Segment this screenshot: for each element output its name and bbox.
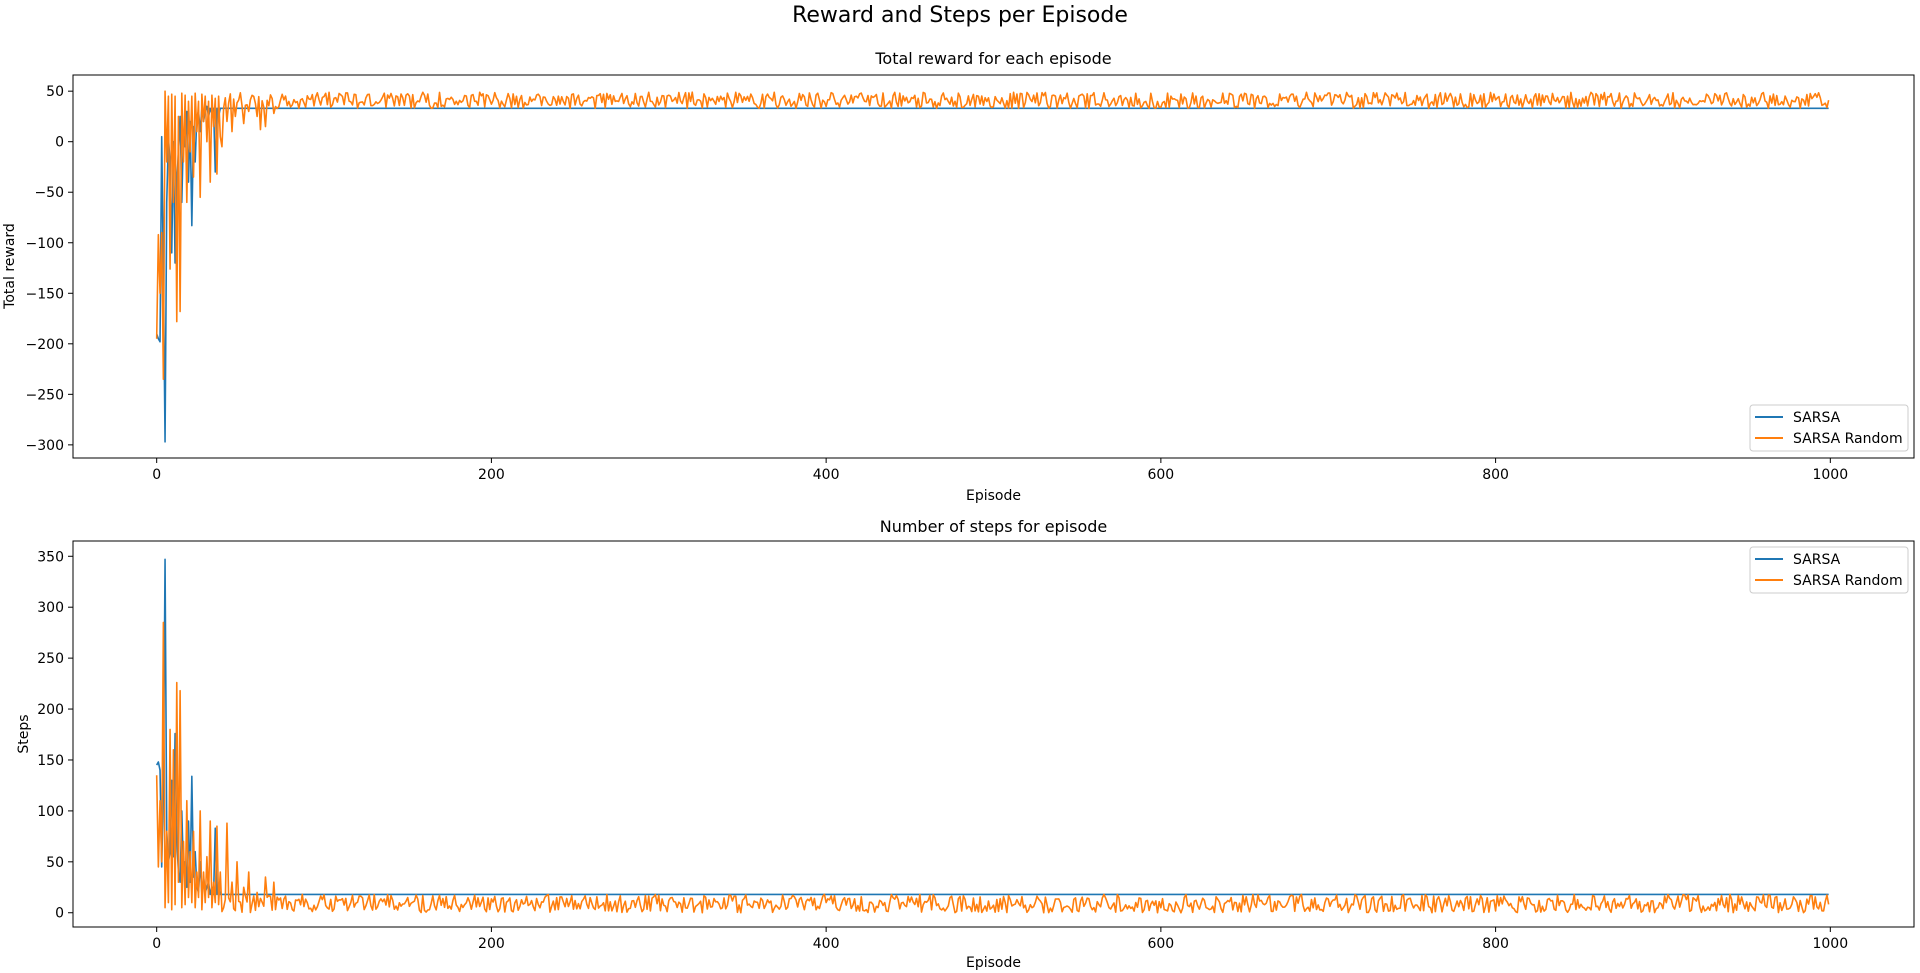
reward-x-axis-label: Episode — [966, 488, 1021, 504]
steps-y-tick-label: 250 — [37, 651, 64, 667]
steps-legend: SARSA SARSA Random — [1750, 547, 1908, 593]
steps-chart-title: Number of steps for episode — [880, 517, 1108, 536]
steps-y-tick-label: 350 — [37, 549, 64, 565]
reward-legend: SARSA SARSA Random — [1750, 405, 1908, 451]
reward-x-tick-label: 200 — [478, 467, 505, 483]
reward-legend-sarsa-random-label: SARSA Random — [1793, 431, 1903, 447]
reward-x-tick-label: 1000 — [1812, 467, 1848, 483]
steps-x-tick-label: 200 — [478, 936, 505, 952]
steps-legend-sarsa-random-label: SARSA Random — [1793, 573, 1903, 589]
reward-y-tick-label: −300 — [26, 438, 64, 454]
reward-y-tick-label: −50 — [34, 185, 64, 201]
steps-x-tick-label: 0 — [152, 936, 161, 952]
steps-x-tick-label: 1000 — [1812, 936, 1848, 952]
steps-y-tick-label: 200 — [37, 702, 64, 718]
reward-x-tick-label: 800 — [1482, 467, 1509, 483]
figure-title: Reward and Steps per Episode — [792, 3, 1128, 28]
steps-x-axis-label: Episode — [966, 955, 1021, 971]
reward-legend-sarsa-label: SARSA — [1793, 410, 1841, 426]
reward-y-tick-label: 50 — [46, 84, 64, 100]
reward-x-tick-label: 400 — [813, 467, 840, 483]
reward-y-tick-label: −100 — [26, 236, 64, 252]
steps-y-tick-label: 0 — [55, 906, 64, 922]
steps-y-axis-label: Steps — [16, 714, 32, 753]
steps-legend-sarsa-label: SARSA — [1793, 552, 1841, 568]
reward-y-axis-label: Total reward — [2, 223, 18, 310]
reward-x-tick-label: 600 — [1147, 467, 1174, 483]
steps-y-tick-label: 150 — [37, 753, 64, 769]
reward-y-tick-label: −250 — [26, 387, 64, 403]
steps-x-tick-label: 400 — [813, 936, 840, 952]
steps-x-tick-label: 800 — [1482, 936, 1509, 952]
steps-y-tick-label: 300 — [37, 600, 64, 616]
reward-y-tick-label: −150 — [26, 286, 64, 302]
reward-y-tick-label: −200 — [26, 337, 64, 353]
reward-chart-title: Total reward for each episode — [874, 49, 1111, 68]
steps-y-tick-label: 100 — [37, 804, 64, 820]
steps-y-tick-label: 50 — [46, 855, 64, 871]
steps-x-tick-label: 600 — [1147, 936, 1174, 952]
reward-x-tick-label: 0 — [152, 467, 161, 483]
reward-y-tick-label: 0 — [55, 135, 64, 151]
